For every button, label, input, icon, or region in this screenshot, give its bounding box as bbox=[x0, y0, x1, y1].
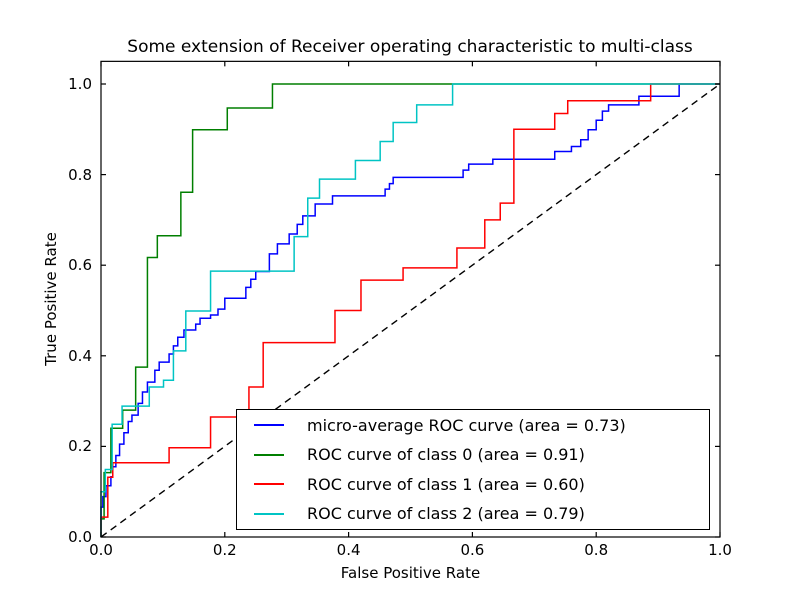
roc-curve-class-1 bbox=[100, 83, 720, 537]
legend-item: ROC curve of class 0 (area = 0.91) bbox=[237, 441, 709, 469]
y-tick-label: 0.6 bbox=[68, 256, 92, 275]
y-tick-label: 1.0 bbox=[68, 75, 92, 93]
legend-line-sample bbox=[254, 483, 284, 486]
x-tick-label: 0.0 bbox=[89, 541, 113, 559]
chance-diagonal-line bbox=[100, 83, 721, 538]
x-tick-label: 0.4 bbox=[336, 541, 361, 559]
y-tick-label: 0.0 bbox=[68, 528, 92, 546]
legend-label: ROC curve of class 1 (area = 0.60) bbox=[307, 474, 585, 494]
x-tick-label: 0.8 bbox=[584, 541, 609, 559]
y-tick-label: 0.8 bbox=[68, 165, 92, 184]
legend-line-sample bbox=[254, 453, 284, 456]
x-tick-label: 0.6 bbox=[460, 541, 485, 559]
x-axis-label: False Positive Rate bbox=[340, 564, 481, 582]
y-tick-label: 0.2 bbox=[68, 437, 92, 456]
legend-label: ROC curve of class 2 (area = 0.79) bbox=[307, 504, 585, 524]
legend-item: micro-average ROC curve (area = 0.73) bbox=[237, 411, 709, 439]
y-axis-label: True Positive Rate bbox=[42, 232, 60, 366]
legend-label: ROC curve of class 0 (area = 0.91) bbox=[307, 445, 585, 465]
y-tick-label: 0.4 bbox=[68, 346, 92, 365]
x-tick-label: 1.0 bbox=[708, 541, 732, 559]
legend-item: ROC curve of class 1 (area = 0.60) bbox=[237, 470, 709, 498]
roc-curve-micro-average bbox=[100, 83, 720, 537]
legend-line-sample bbox=[254, 512, 284, 515]
axes-frame bbox=[100, 60, 721, 538]
x-tick-label: 0.2 bbox=[212, 541, 237, 559]
roc-curve-class-0 bbox=[100, 83, 720, 537]
legend: micro-average ROC curve (area = 0.73) RO… bbox=[236, 409, 710, 530]
chart-title: Some extension of Receiver operating cha… bbox=[127, 37, 693, 57]
legend-item: ROC curve of class 2 (area = 0.79) bbox=[237, 500, 709, 528]
legend-label: micro-average ROC curve (area = 0.73) bbox=[307, 415, 626, 435]
roc-curve-class-2 bbox=[100, 83, 720, 537]
legend-line-sample bbox=[254, 424, 284, 427]
